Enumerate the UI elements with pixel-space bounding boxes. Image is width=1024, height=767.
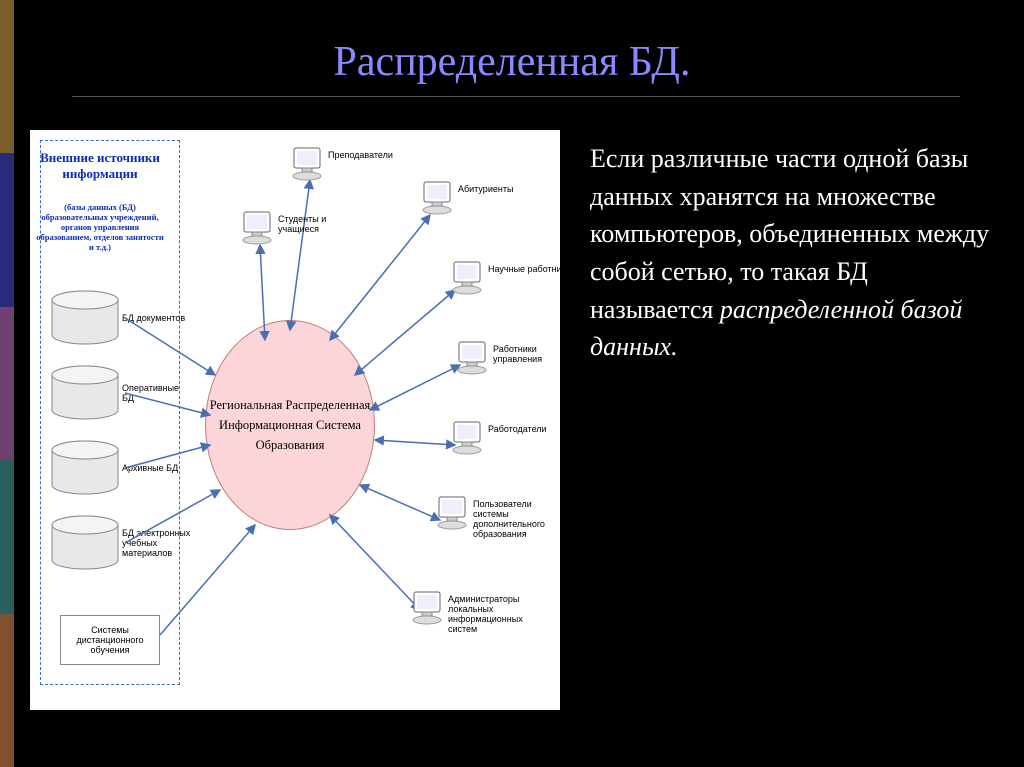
title-underline: [72, 96, 960, 97]
stripe-seg: [0, 153, 14, 306]
computer-icon: [455, 340, 491, 376]
terminal-label: Работодатели: [488, 424, 578, 434]
computer-icon: [420, 180, 456, 216]
computer-icon: [290, 146, 326, 182]
terminal-node: Работники управления: [455, 340, 545, 381]
terminal-label: Абитуриенты: [458, 184, 548, 194]
terminal-node: Научные работники: [450, 260, 540, 301]
terminal-node: Работодатели: [450, 420, 540, 461]
terminal-node: Администраторы локальных информационных …: [410, 590, 500, 631]
stripe-seg: [0, 460, 14, 613]
terminal-label: Научные работники: [488, 264, 578, 274]
stripe-seg: [0, 614, 14, 767]
terminal-node: Абитуриенты: [420, 180, 510, 221]
page-title: Распределенная БД.: [0, 38, 1024, 86]
computer-icon: [450, 420, 486, 456]
body-text: Если различные части одной базы данных х…: [590, 140, 990, 366]
terminal-label: Работники управления: [493, 344, 583, 364]
computer-icon: [435, 495, 471, 531]
terminal-label: Студенты и учащиеся: [278, 214, 368, 234]
stripe-seg: [0, 307, 14, 460]
computer-icon: [240, 210, 276, 246]
diagram-panel: Внешние источники информации (базы данны…: [30, 130, 560, 710]
terminal-node: Преподаватели: [290, 146, 380, 187]
terminal-node: Студенты и учащиеся: [240, 210, 330, 251]
computer-icon: [450, 260, 486, 296]
terminal-label: Преподаватели: [328, 150, 418, 160]
terminal-label: Пользователи системы дополнительного обр…: [473, 499, 563, 539]
computer-icon: [410, 590, 446, 626]
side-stripe: [0, 0, 14, 767]
terminal-label: Администраторы локальных информационных …: [448, 594, 538, 634]
terminal-node: Пользователи системы дополнительного обр…: [435, 495, 525, 536]
